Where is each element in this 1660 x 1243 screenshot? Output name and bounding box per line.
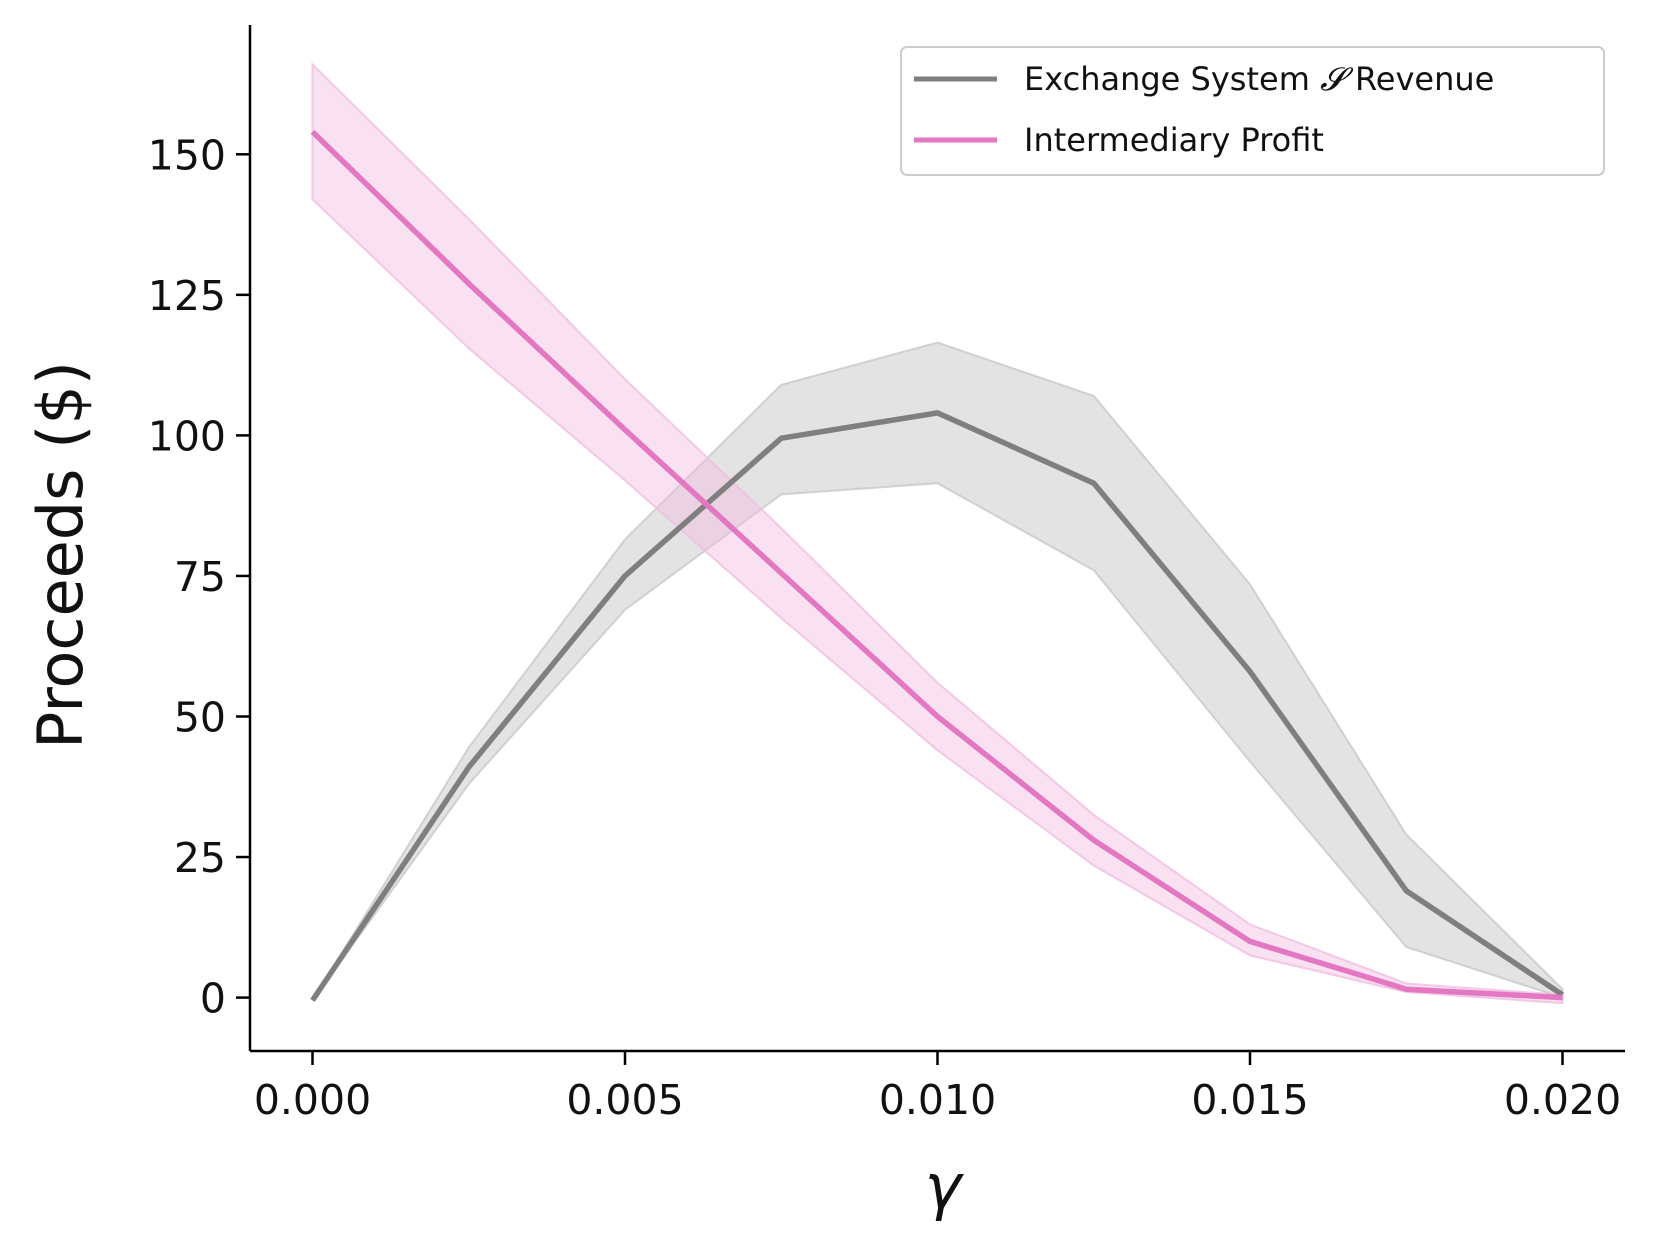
y-tick-label: 25 xyxy=(174,834,226,882)
y-tick-label: 0 xyxy=(200,975,226,1023)
x-tick-label: 0.020 xyxy=(1504,1076,1621,1124)
x-axis-ticks: 0.000 0.005 0.010 0.015 0.020 xyxy=(254,1051,1621,1124)
x-tick-label: 0.010 xyxy=(879,1076,996,1124)
legend-label-intermediary-prefix: Intermediary Profit xyxy=(1024,121,1324,159)
y-tick-label: 75 xyxy=(174,553,226,601)
legend-label-intermediary-profit: Intermediary Profit xyxy=(1024,121,1324,159)
y-tick-label: 100 xyxy=(148,412,226,460)
legend-label-exchange-revenue: Exchange System 𝓢 Revenue xyxy=(1024,60,1494,98)
legend-label-exchange-prefix: Exchange System xyxy=(1024,60,1320,98)
series-line-0 xyxy=(310,410,1565,1002)
confidence-bands xyxy=(311,62,1564,1005)
y-axis-ticks: 0 25 50 75 100 125 150 xyxy=(148,131,250,1023)
x-axis-title: γ xyxy=(925,1150,965,1223)
confidence-band-1 xyxy=(311,62,1564,1005)
x-tick-label: 0.015 xyxy=(1191,1076,1308,1124)
x-tick-label: 0.000 xyxy=(254,1076,371,1124)
confidence-band-0 xyxy=(311,341,1564,1001)
y-tick-label: 125 xyxy=(148,272,226,320)
y-axis-title: Proceeds ($) xyxy=(24,361,97,749)
series-line-1 xyxy=(310,129,1563,1001)
legend-label-exchange-suffix: Revenue xyxy=(1345,60,1495,98)
legend-frame xyxy=(900,46,1605,176)
series-lines xyxy=(310,129,1565,1002)
y-tick-label: 50 xyxy=(174,693,226,741)
legend: Exchange System 𝓢 Revenue Intermediary P… xyxy=(900,46,1605,176)
x-tick-label: 0.005 xyxy=(566,1076,683,1124)
y-tick-label: 150 xyxy=(148,131,226,179)
